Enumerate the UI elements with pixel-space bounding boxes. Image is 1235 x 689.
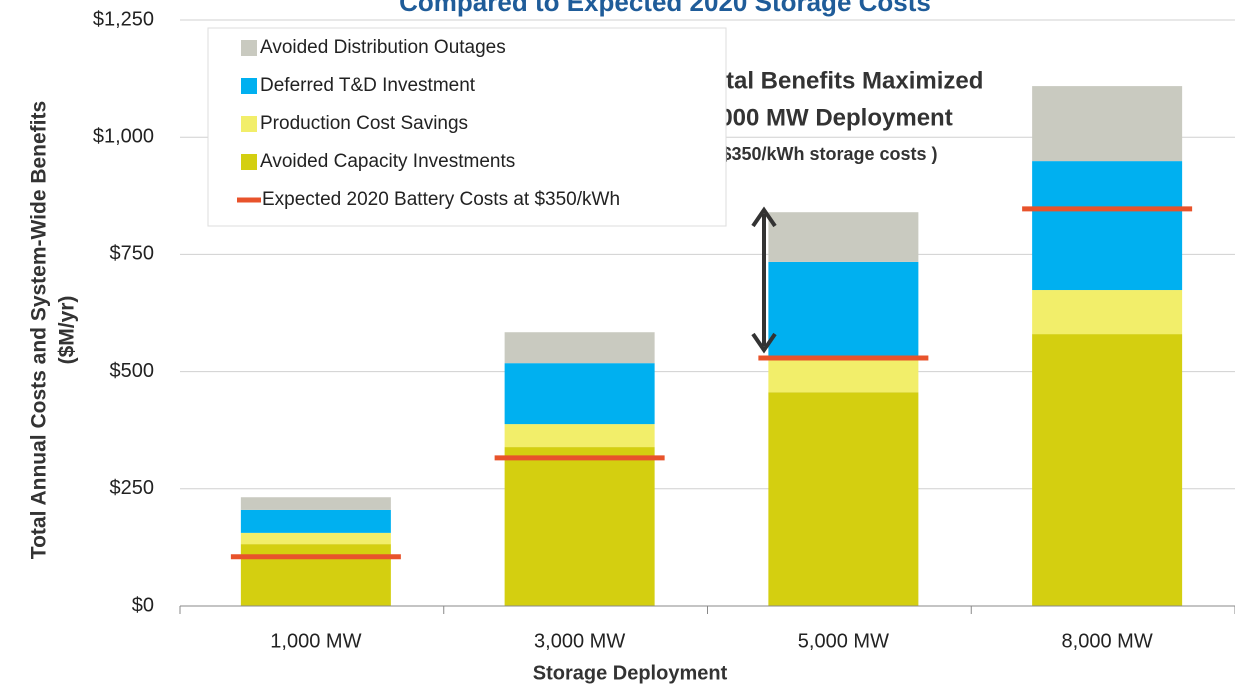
legend-swatch	[241, 40, 257, 56]
chart-title: Compared to Expected 2020 Storage Costs	[399, 0, 931, 17]
legend-label: Avoided Capacity Investments	[260, 151, 515, 172]
bar-segment	[768, 212, 919, 262]
y-axis-label: ($M/yr)	[56, 296, 79, 365]
x-axis-label: Storage Deployment	[533, 662, 728, 684]
legend-label: Deferred T&D Investment	[260, 75, 476, 96]
bar-segment	[768, 392, 919, 606]
bar-segment	[1032, 290, 1183, 335]
legend-box	[207, 27, 727, 227]
y-tick-label: $1,000	[93, 125, 154, 147]
y-tick-label: $250	[110, 477, 155, 499]
x-tick-label: 8,000 MW	[1062, 630, 1153, 652]
legend-label: Expected 2020 Battery Costs at $350/kWh	[262, 189, 620, 210]
legend: Avoided Distribution Outages Deferred T&D…	[207, 27, 727, 227]
legend-swatch	[241, 78, 257, 94]
bar-segment	[504, 447, 655, 606]
bar-segment	[504, 424, 655, 448]
y-tick-label: $0	[132, 594, 154, 616]
bar-segment	[504, 332, 655, 364]
annotation-note: (for $350/kWh storage costs )	[686, 144, 937, 164]
x-tick-label: 3,000 MW	[534, 630, 625, 652]
y-tick-label: $750	[110, 243, 155, 265]
y-axis-label: Total Annual Costs and System-Wide Benef…	[28, 101, 51, 559]
bar-segment	[1032, 334, 1183, 606]
legend-swatch	[241, 154, 257, 170]
x-tick-label: 1,000 MW	[270, 630, 361, 652]
x-tick-label: 5,000 MW	[798, 630, 889, 652]
bar-segment	[240, 532, 391, 545]
bar-segment	[1032, 86, 1183, 162]
bar-segment	[240, 497, 391, 510]
bar-segment	[240, 509, 391, 533]
legend-label: Production Cost Savings	[260, 113, 468, 134]
bar-segment	[768, 261, 919, 359]
bar-segment	[504, 363, 655, 425]
bar-segment	[1032, 161, 1183, 291]
arrow	[751, 206, 777, 354]
y-tick-label: $500	[110, 360, 155, 382]
bar-segment	[768, 358, 919, 393]
legend-swatch	[241, 116, 257, 132]
y-tick-label: $1,250	[93, 8, 154, 30]
legend-label: Avoided Distribution Outages	[260, 37, 506, 58]
bar-segment	[240, 544, 391, 606]
